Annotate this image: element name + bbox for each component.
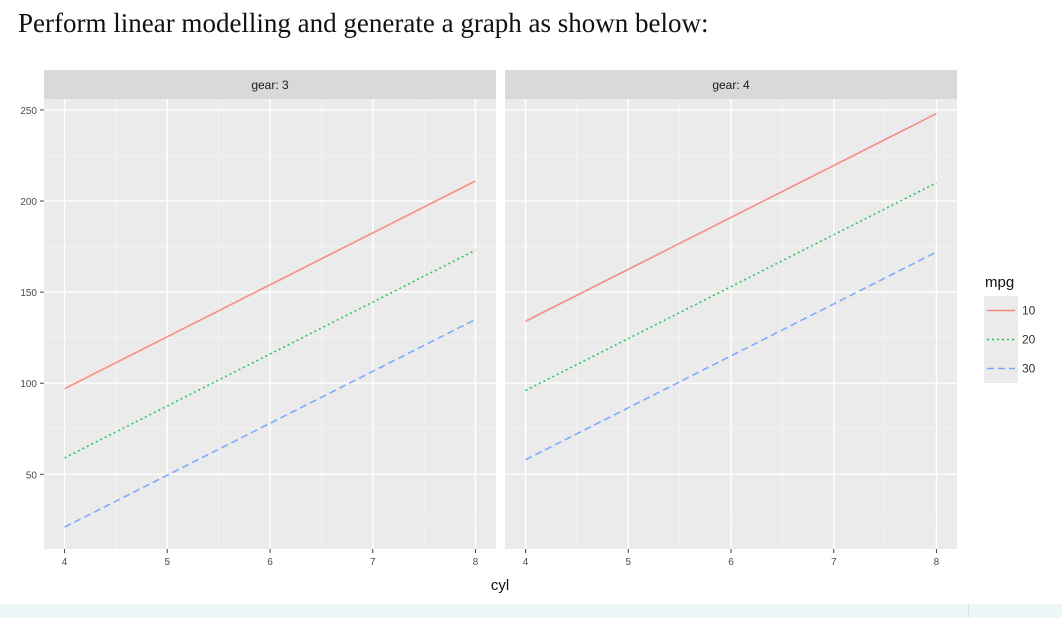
series-line-mpg-20 [64, 249, 476, 459]
x-tick-label: 6 [267, 557, 273, 568]
x-tick-label: 6 [728, 557, 734, 568]
y-tick-label: 150 [20, 288, 37, 299]
legend-title: mpg [985, 274, 1014, 291]
series-line-mpg-20 [525, 182, 937, 392]
legend-label: 30 [1022, 362, 1036, 376]
x-tick-label: 5 [164, 557, 170, 568]
y-tick-label: 250 [20, 106, 37, 117]
legend-label: 10 [1022, 304, 1036, 318]
series-line-mpg-10 [64, 180, 476, 390]
series-line-mpg-10 [525, 112, 937, 322]
x-tick-label: 8 [934, 557, 940, 568]
y-tick-label: 200 [20, 197, 37, 208]
y-tick-label: 100 [20, 379, 37, 390]
facet-label: gear: 4 [712, 78, 750, 92]
faceted-line-chart: gear: 3 4 5 6 7 8 gear: 4 4 5 6 7 8 50 100 150 200 250 cy… [20, 70, 1036, 594]
x-tick-label: 7 [831, 557, 837, 568]
legend-label: 20 [1022, 333, 1036, 347]
facet-strip [44, 70, 496, 99]
x-tick-label: 8 [473, 557, 479, 568]
bottom-strip [0, 604, 1062, 618]
x-axis-title: cyl [491, 577, 509, 594]
page-heading: Perform linear modelling and generate a … [18, 8, 709, 38]
facet-label: gear: 3 [251, 78, 289, 92]
x-tick-label: 4 [523, 557, 529, 568]
x-tick-label: 4 [62, 557, 68, 568]
y-tick-label: 50 [26, 470, 38, 481]
x-tick-label: 5 [625, 557, 631, 568]
x-tick-label: 7 [370, 557, 376, 568]
facet-strip [505, 70, 957, 99]
strip-divider [968, 604, 969, 618]
